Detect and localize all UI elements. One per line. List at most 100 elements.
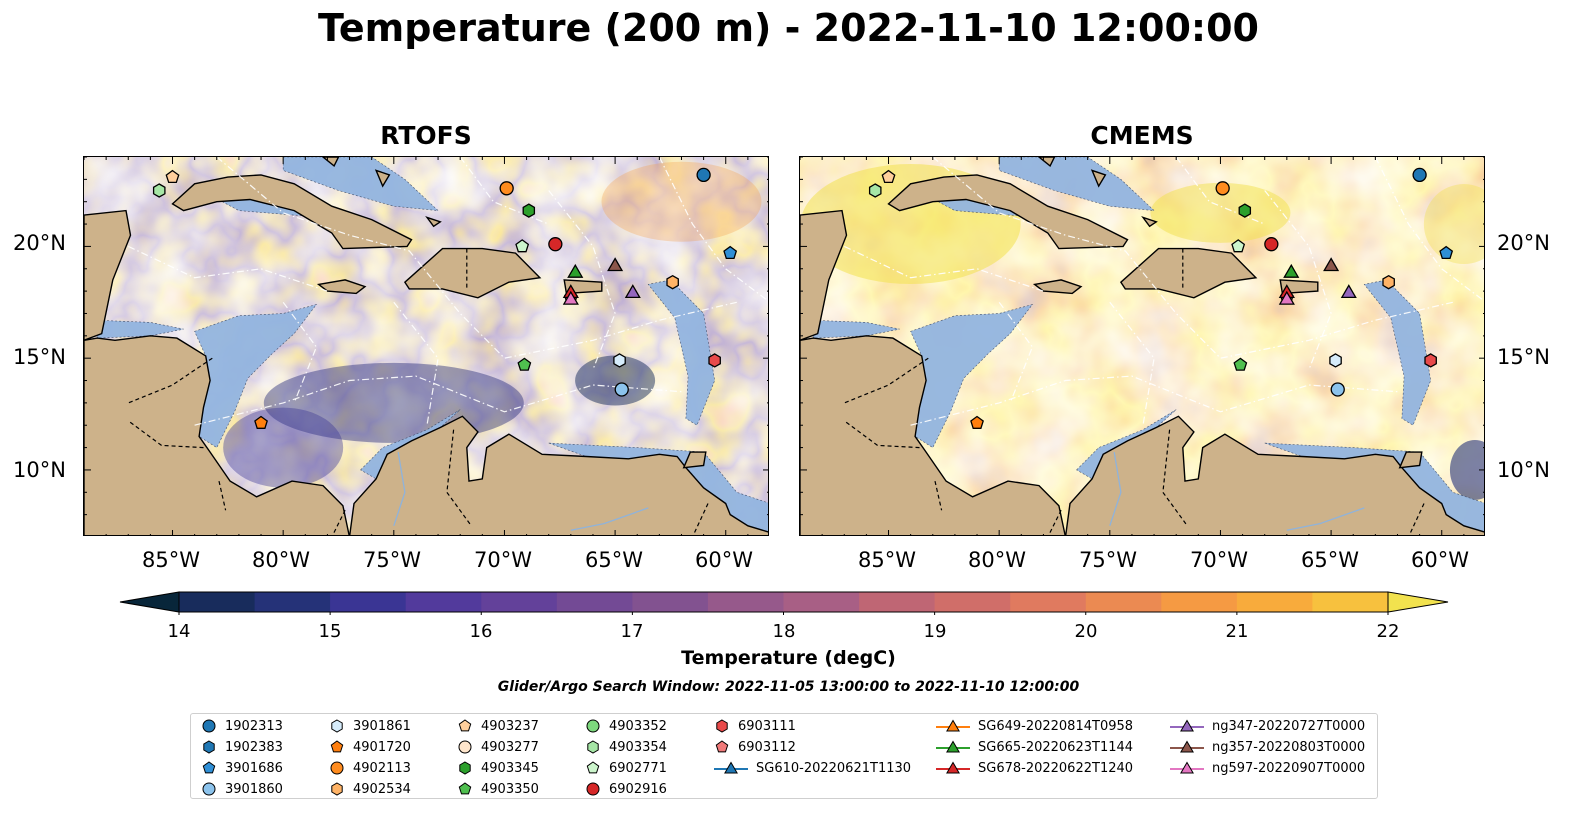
legend-label: SG649-20220814T0958 — [978, 718, 1134, 734]
colorbar-bin — [1236, 592, 1314, 612]
colorbar-bin — [1010, 592, 1087, 612]
colorbar-tick-16: 16 — [469, 621, 493, 642]
platform-marker-4903354 — [868, 183, 882, 198]
colorbar-bin — [330, 592, 407, 612]
platform-marker-3901686 — [723, 245, 738, 260]
legend-label: 4903345 — [481, 760, 539, 776]
legend-item-1902383: 1902383 — [201, 737, 283, 757]
colorbar-tick-19: 19 — [923, 621, 947, 642]
legend-item-6902916: 6902916 — [585, 779, 667, 799]
lon-tick-cmems-75: 75°W — [1079, 548, 1137, 572]
colorbar-tick-15: 15 — [318, 621, 342, 642]
colorbar-label: Temperature (degC) — [681, 647, 896, 669]
colorbar-tick-18: 18 — [772, 621, 796, 642]
legend-label: 6903111 — [738, 718, 796, 734]
platform-marker-4902113 — [499, 181, 514, 196]
legend-item-ng347-20220727T0000: ng347-20220727T0000 — [1170, 716, 1365, 736]
lon-tick-cmems-65: 65°W — [1301, 548, 1359, 572]
colorbar-tick-20: 20 — [1074, 621, 1098, 642]
platform-marker-6902771 — [1231, 239, 1246, 253]
colorbar-bin — [1085, 592, 1162, 612]
legend-swatch-pentagon-icon — [202, 761, 216, 774]
legend-item-SG665-20220623T1144: SG665-20220623T1144 — [936, 737, 1133, 757]
lat-tick-left-20: 20°N — [13, 231, 66, 255]
platform-marker-3901686 — [1439, 245, 1454, 260]
legend-label: 3901686 — [225, 760, 283, 776]
platform-marker-ng597-20220907T0000 — [1278, 290, 1295, 305]
platform-marker-4902534 — [1382, 274, 1395, 290]
legend-item-ng357-20220803T0000: ng357-20220803T0000 — [1170, 737, 1365, 757]
legend-swatch-triangle-icon — [714, 761, 748, 774]
figure-title: Temperature (200 m) - 2022-11-10 12:00:0… — [317, 6, 1259, 50]
platform-marker-3901860 — [614, 382, 629, 397]
legend-swatch-pentagon-icon — [715, 740, 729, 753]
legend-item-4903277: 4903277 — [457, 737, 539, 757]
legend-swatch-triangle-icon — [936, 740, 970, 753]
legend-label: SG610-20220621T1130 — [756, 760, 912, 776]
platform-marker-ng357-20220803T0000 — [1323, 257, 1340, 272]
legend-label: 4903354 — [609, 739, 667, 755]
legend-label: 4902534 — [353, 781, 411, 797]
lon-tick-rtofs-75: 75°W — [363, 548, 421, 572]
legend-swatch-hexagon-icon — [203, 740, 215, 754]
legend-swatch-hexagon-icon — [716, 719, 728, 733]
legend-swatch-circle-icon — [586, 782, 600, 796]
legend-item-6903112: 6903112 — [714, 737, 796, 757]
platform-marker-6902771 — [515, 239, 530, 253]
legend-swatch-hexagon-icon — [459, 761, 471, 775]
panel-title-rtofs: RTOFS — [380, 121, 472, 150]
lat-tick-right-20: 20°N — [1497, 231, 1550, 255]
platform-marker-6902916 — [1264, 237, 1279, 252]
legend-item-1902313: 1902313 — [201, 716, 283, 736]
colorbar-bin — [783, 592, 860, 612]
colorbar-bin — [556, 592, 633, 612]
platform-marker-4903354 — [152, 183, 166, 198]
lon-tick-cmems-85: 85°W — [858, 548, 916, 572]
platform-marker-1902313 — [1412, 167, 1427, 183]
legend-label: 4903352 — [609, 718, 667, 734]
legend-label: ng357-20220803T0000 — [1212, 739, 1366, 755]
legend-item-3901860: 3901860 — [201, 779, 283, 799]
legend-swatch-triangle-icon — [1170, 719, 1204, 732]
colorbar-bin — [481, 592, 558, 612]
lat-tick-left-15: 15°N — [13, 345, 66, 369]
platform-marker-3901861 — [613, 353, 626, 368]
colorbar-tick-22: 22 — [1376, 621, 1400, 642]
platform-marker-6903111 — [708, 353, 721, 368]
legend-label: ng597-20220907T0000 — [1212, 760, 1366, 776]
platform-marker-SG665-20220623T1144 — [567, 263, 584, 278]
lat-tick-right-10: 10°N — [1497, 458, 1550, 482]
legend-swatch-pentagon-icon — [458, 782, 472, 795]
lon-tick-cmems-60: 60°W — [1411, 548, 1469, 572]
platform-marker-1902313 — [696, 167, 711, 183]
platform-marker-4902113 — [1215, 181, 1230, 196]
platform-marker-4903237 — [165, 169, 180, 184]
map-rtofs-canvas — [84, 157, 768, 535]
lon-tick-rtofs-65: 65°W — [585, 548, 643, 572]
platform-marker-6903111 — [1424, 353, 1437, 368]
map-rtofs — [83, 156, 769, 536]
platform-marker-ng347-20220727T0000 — [1340, 284, 1357, 299]
legend-swatch-circle-icon — [330, 761, 344, 775]
legend-swatch-pentagon-icon — [586, 761, 600, 774]
colorbar — [119, 591, 1449, 615]
legend-item-4903345: 4903345 — [457, 758, 539, 778]
colorbar-extend-max — [1387, 591, 1449, 613]
legend-label: SG678-20220622T1240 — [978, 760, 1134, 776]
lon-tick-rtofs-80: 80°W — [252, 548, 310, 572]
lat-tick-right-15: 15°N — [1497, 345, 1550, 369]
colorbar-bin — [1161, 592, 1238, 612]
legend-swatch-circle-icon — [586, 719, 600, 733]
platform-marker-3901861 — [1329, 353, 1342, 368]
legend-swatch-circle-icon — [458, 740, 472, 754]
legend-label: 4901720 — [353, 739, 411, 755]
colorbar-tick-14: 14 — [167, 621, 191, 642]
legend-label: 1902383 — [225, 739, 283, 755]
legend-item-SG678-20220622T1240: SG678-20220622T1240 — [936, 758, 1133, 778]
legend-item-SG649-20220814T0958: SG649-20220814T0958 — [936, 716, 1133, 736]
platform-marker-4903345 — [1238, 203, 1252, 218]
legend-item-SG610-20220621T1130: SG610-20220621T1130 — [714, 758, 911, 778]
platform-marker-ng347-20220727T0000 — [624, 284, 641, 299]
lon-tick-rtofs-60: 60°W — [695, 548, 753, 572]
platform-marker-ng597-20220907T0000 — [562, 290, 579, 305]
